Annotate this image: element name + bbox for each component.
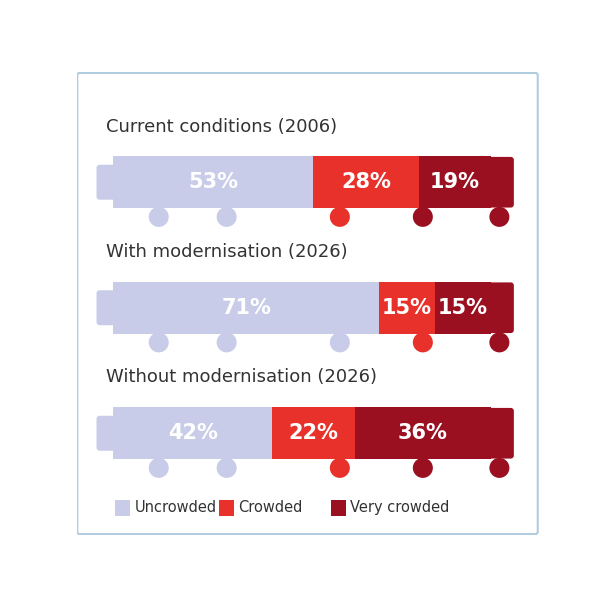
Circle shape xyxy=(413,458,433,478)
Text: 28%: 28% xyxy=(341,172,391,192)
Circle shape xyxy=(413,332,433,352)
Text: Without modernisation (2026): Without modernisation (2026) xyxy=(106,368,377,386)
Bar xyxy=(219,500,235,516)
FancyBboxPatch shape xyxy=(485,157,514,207)
Text: Uncrowded: Uncrowded xyxy=(134,499,217,514)
Text: 71%: 71% xyxy=(221,297,271,318)
Circle shape xyxy=(413,207,433,227)
Bar xyxy=(113,156,313,209)
Text: With modernisation (2026): With modernisation (2026) xyxy=(106,243,347,260)
Circle shape xyxy=(490,458,509,478)
Bar xyxy=(331,500,346,516)
Bar xyxy=(503,285,511,297)
Text: 42%: 42% xyxy=(168,423,218,444)
Bar xyxy=(113,407,272,459)
Text: Crowded: Crowded xyxy=(238,499,302,514)
Circle shape xyxy=(217,458,236,478)
Text: 36%: 36% xyxy=(398,423,448,444)
Text: Very crowded: Very crowded xyxy=(350,499,449,514)
FancyBboxPatch shape xyxy=(77,73,538,534)
FancyBboxPatch shape xyxy=(97,290,119,325)
Bar xyxy=(503,411,511,422)
Circle shape xyxy=(217,332,236,352)
Circle shape xyxy=(149,458,169,478)
Circle shape xyxy=(330,207,350,227)
Circle shape xyxy=(217,207,236,227)
FancyBboxPatch shape xyxy=(97,416,119,451)
Circle shape xyxy=(490,332,509,352)
FancyBboxPatch shape xyxy=(485,282,514,333)
Circle shape xyxy=(330,332,350,352)
Bar xyxy=(272,407,355,459)
Text: 15%: 15% xyxy=(382,297,432,318)
Bar xyxy=(435,281,491,334)
Bar xyxy=(379,281,435,334)
Bar xyxy=(115,500,130,516)
Circle shape xyxy=(490,207,509,227)
Bar xyxy=(503,160,511,171)
Text: 53%: 53% xyxy=(188,172,238,192)
Text: 22%: 22% xyxy=(289,423,338,444)
Bar xyxy=(313,156,419,209)
Circle shape xyxy=(330,458,350,478)
Circle shape xyxy=(149,207,169,227)
Text: 19%: 19% xyxy=(430,172,480,192)
Text: Current conditions (2006): Current conditions (2006) xyxy=(106,118,337,136)
FancyBboxPatch shape xyxy=(485,408,514,459)
Text: 15%: 15% xyxy=(438,297,488,318)
Circle shape xyxy=(149,332,169,352)
Bar xyxy=(419,156,491,209)
Bar xyxy=(113,281,379,334)
FancyBboxPatch shape xyxy=(97,165,119,200)
Bar xyxy=(355,407,491,459)
